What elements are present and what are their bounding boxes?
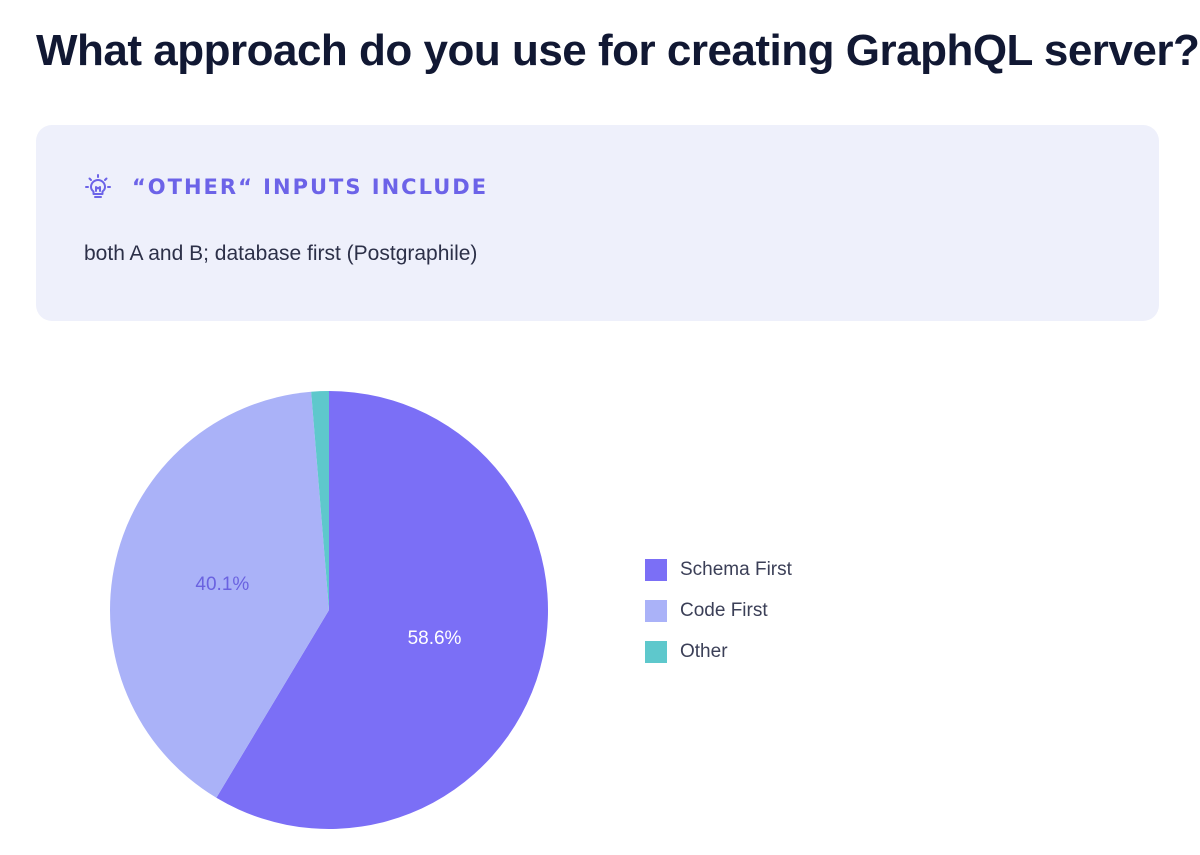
data-label-schema-first: 58.6% bbox=[408, 628, 462, 649]
legend-item-schema-first: Schema First bbox=[645, 556, 792, 583]
legend-label-schema-first: Schema First bbox=[680, 558, 792, 580]
other-inputs-callout: “OTHER“ INPUTS INCLUDE both A and B; dat… bbox=[36, 125, 1159, 321]
legend-label-other: Other bbox=[680, 640, 728, 662]
legend-swatch-other bbox=[645, 640, 667, 663]
lightbulb-icon bbox=[84, 173, 112, 201]
callout-header: “OTHER“ INPUTS INCLUDE bbox=[84, 173, 488, 201]
data-label-code-first: 40.1% bbox=[195, 574, 249, 595]
legend-swatch-code-first bbox=[645, 599, 667, 622]
page-title: What approach do you use for creating Gr… bbox=[36, 26, 1200, 75]
pie-chart: 58.6% 40.1% bbox=[110, 391, 549, 829]
legend-item-other: Other bbox=[645, 638, 792, 665]
legend-swatch-schema-first bbox=[645, 558, 667, 581]
pie-slice-schema-first bbox=[216, 391, 549, 829]
chart-legend: Schema First Code First Other bbox=[645, 556, 792, 679]
pie-slice-other bbox=[311, 391, 329, 610]
callout-body: both A and B; database first (Postgraphi… bbox=[84, 242, 478, 265]
callout-heading: “OTHER“ INPUTS INCLUDE bbox=[132, 175, 489, 199]
legend-label-code-first: Code First bbox=[680, 599, 768, 621]
legend-item-code-first: Code First bbox=[645, 597, 792, 624]
pie-slice-code-first bbox=[110, 391, 330, 798]
